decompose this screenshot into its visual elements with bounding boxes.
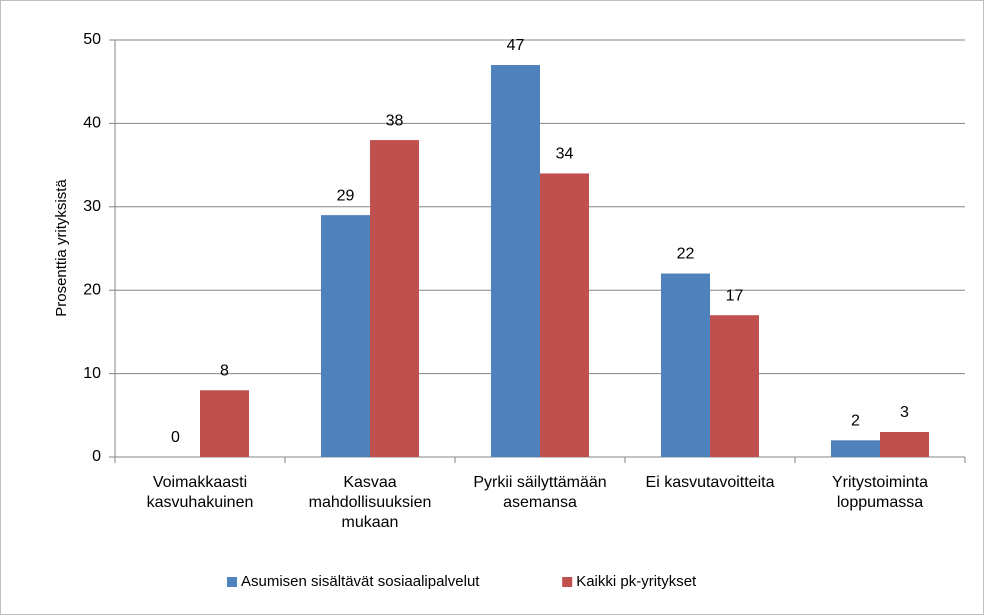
y-tick-label: 20 — [83, 281, 101, 298]
bar — [661, 273, 710, 457]
data-label: 34 — [556, 146, 574, 163]
bar — [370, 140, 419, 457]
data-label: 38 — [386, 112, 404, 129]
x-tick-label: Ei kasvutavoitteita — [645, 474, 775, 491]
bar — [200, 390, 249, 457]
data-label: 3 — [900, 404, 909, 421]
y-axis-title: Prosenttia yrityksistä — [53, 179, 70, 317]
bar — [831, 440, 880, 457]
legend-swatch — [227, 577, 237, 587]
bar — [880, 431, 929, 457]
x-tick-label: Yritystoiminta loppumassa — [831, 474, 929, 511]
data-label: 17 — [726, 287, 744, 304]
data-label: 29 — [337, 187, 355, 204]
y-tick-label: 10 — [83, 365, 101, 382]
x-tick-label: Voimakkaasti kasvuhakuinen — [146, 474, 254, 511]
data-label: 47 — [507, 37, 525, 54]
data-label: 0 — [171, 429, 180, 446]
y-tick-label: 40 — [83, 115, 101, 132]
y-tick-label: 50 — [83, 31, 101, 48]
bar — [540, 173, 589, 457]
legend-label: Kaikki pk-yritykset — [576, 573, 697, 590]
y-tick-label: 30 — [83, 198, 101, 215]
x-tick-label: Kasvaa mahdollisuuksien mukaan — [308, 474, 432, 531]
bar — [710, 315, 759, 457]
data-label: 8 — [220, 362, 229, 379]
legend-swatch — [562, 577, 573, 587]
bar — [321, 215, 370, 457]
legend-label: Asumisen sisältävät sosiaalipalvelut — [241, 573, 480, 590]
y-tick-label: 0 — [92, 448, 101, 465]
data-label: 2 — [851, 413, 860, 430]
bar — [491, 65, 540, 458]
x-tick-label: Pyrkii säilyttämään asemansa — [473, 474, 607, 511]
data-label: 22 — [677, 246, 695, 263]
